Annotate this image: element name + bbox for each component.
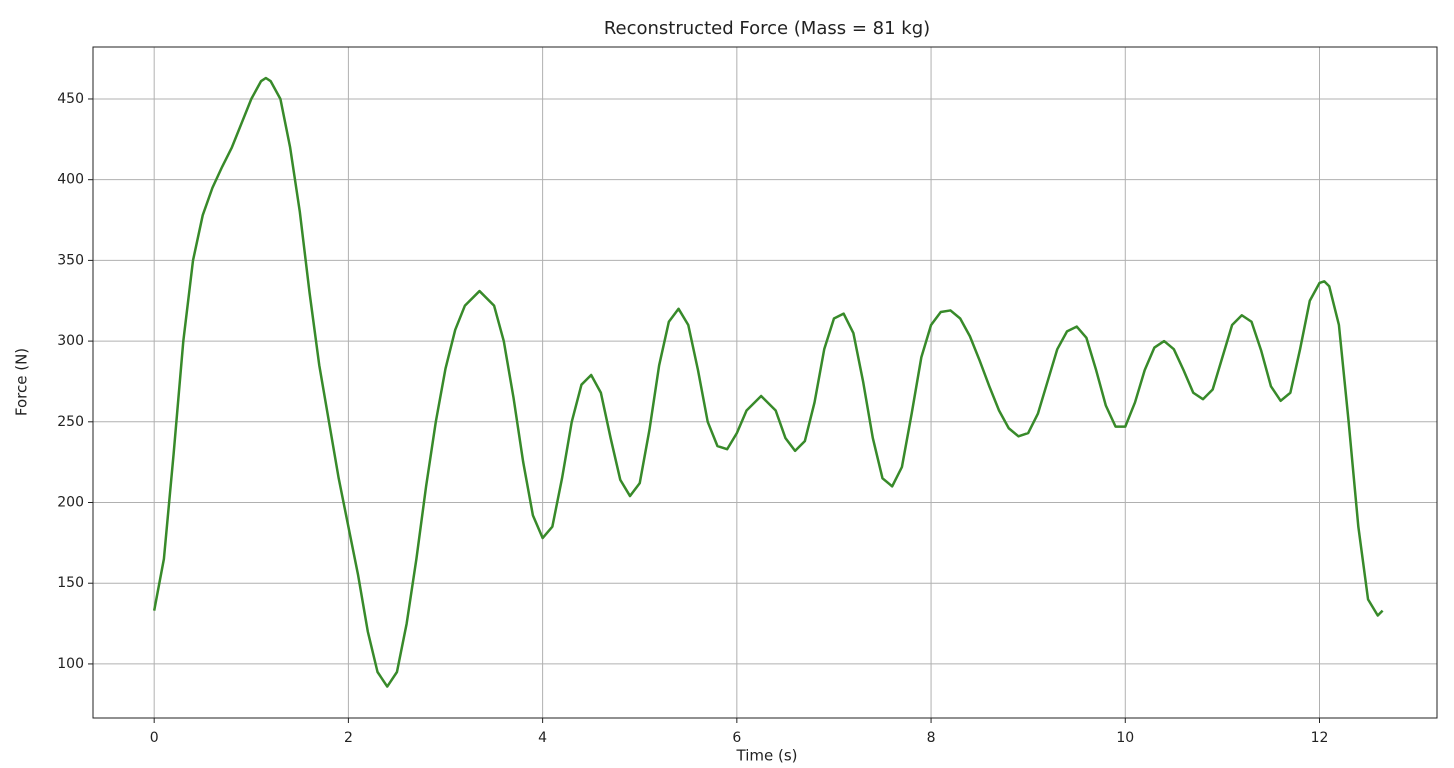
x-axis-label: Time (s): [736, 747, 798, 765]
x-tick-label: 10: [1116, 730, 1134, 746]
y-tick-label: 300: [57, 333, 84, 349]
y-tick-label: 250: [57, 414, 84, 430]
y-tick-label: 350: [57, 252, 84, 268]
chart-title: Reconstructed Force (Mass = 81 kg): [604, 18, 930, 39]
plot-frame: [92, 46, 1438, 719]
x-tick-label: 2: [344, 730, 353, 746]
y-axis-label: Force (N): [13, 348, 31, 416]
y-tick-label: 150: [57, 575, 84, 591]
x-tick-label: 4: [538, 730, 547, 746]
y-tick-label: 450: [57, 91, 84, 107]
y-tick-label: 100: [57, 656, 84, 672]
y-tick-label: 400: [57, 172, 84, 188]
x-tick-label: 12: [1311, 730, 1329, 746]
x-tick-label: 6: [732, 730, 741, 746]
x-tick-label: 8: [927, 730, 936, 746]
data-line: [152, 76, 1384, 688]
y-tick-label: 200: [57, 495, 84, 511]
x-tick-label: 0: [150, 730, 159, 746]
